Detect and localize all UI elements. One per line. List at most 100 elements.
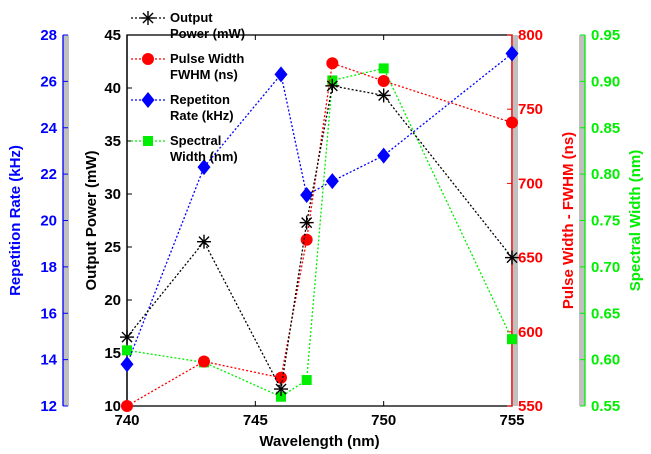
spectral-tick-label: 0.90	[591, 73, 620, 90]
power-axis-label: Output Power (mW)	[83, 151, 100, 291]
legend-label: Power (mW)	[170, 26, 245, 41]
star-stroke	[142, 12, 154, 24]
axes-layer: 740 745 750 755 Wavelength (nm) 10 15 20 25 30 35 4…	[7, 27, 644, 450]
legend-label: FWHM (ns)	[170, 67, 238, 82]
marker-diamond	[377, 147, 391, 164]
circle-mark	[300, 233, 313, 246]
square-mark	[122, 345, 132, 356]
marker-diamond	[120, 356, 134, 373]
marker-circle	[377, 75, 390, 88]
width-axis-label: Pulse Width - FWHM (ns)	[560, 132, 577, 309]
plot-frame	[126, 34, 513, 407]
legend-label: Repetiton	[170, 92, 230, 107]
rate-axis-label: Repetition Rate (kHz)	[7, 145, 24, 296]
marker-square	[378, 63, 389, 74]
spectral-tick-label: 0.60	[591, 352, 620, 369]
marker-diamond	[300, 186, 314, 203]
x-tick-label: 740	[114, 412, 139, 429]
marker-star	[141, 11, 155, 25]
spectral-axis-label: Spectral Width (nm)	[627, 150, 644, 292]
rate-tick-label: 20	[40, 213, 57, 230]
rate-tick-label: 28	[40, 27, 57, 44]
legend-label: Pulse Width	[170, 51, 244, 66]
marker-diamond	[274, 66, 288, 83]
width-tick-label: 550	[518, 398, 543, 415]
marker-star	[505, 250, 519, 265]
marker-circle	[300, 233, 313, 246]
legend-label: Spectral	[170, 133, 221, 148]
power-tick-label: 10	[104, 398, 121, 415]
marker-star	[299, 215, 314, 230]
marker-star	[376, 88, 391, 103]
width-tick-label: 800	[518, 27, 543, 44]
spectral-tick-label: 0.55	[591, 398, 620, 415]
rate-tick-label: 26	[40, 73, 57, 90]
rate-tick-label: 12	[40, 398, 57, 415]
circle-mark	[377, 75, 390, 88]
square-mark	[378, 63, 389, 74]
series-rate	[120, 45, 519, 373]
circle-mark	[198, 355, 210, 368]
x-tick-label: 750	[371, 412, 396, 429]
diamond-mark	[377, 147, 391, 164]
width-axis-band	[512, 35, 518, 406]
power-tick-label: 30	[104, 186, 121, 203]
star-stroke	[121, 331, 133, 343]
power-tick-label: 35	[104, 133, 121, 150]
marker-square	[122, 345, 132, 356]
marker-square	[301, 375, 312, 386]
series-width	[121, 57, 518, 412]
x-tick-label: 755	[499, 412, 524, 429]
star-stroke	[275, 383, 287, 395]
spectral-tick-label: 0.85	[591, 120, 620, 137]
marker-star	[274, 382, 288, 397]
marker-square	[276, 391, 286, 402]
square-mark	[143, 136, 153, 146]
legend-label: Output	[170, 10, 213, 25]
power-tick-label: 40	[104, 80, 121, 97]
star-stroke	[198, 236, 210, 248]
power-tick-label: 45	[104, 27, 121, 44]
square-mark	[507, 334, 517, 345]
marker-circle	[198, 355, 210, 368]
width-tick-label: 700	[518, 175, 543, 192]
circle-mark	[326, 57, 339, 70]
diamond-mark	[300, 186, 314, 203]
legend-label: Rate (kHz)	[170, 108, 234, 123]
square-mark	[276, 391, 286, 402]
diamond-mark	[141, 92, 155, 108]
width-tick-label: 600	[518, 324, 543, 341]
x-tick-label: 745	[243, 412, 268, 429]
series-layer	[120, 45, 519, 412]
circle-mark	[506, 116, 518, 129]
marker-diamond	[325, 173, 339, 190]
x-axis-label: Wavelength (nm)	[259, 433, 379, 450]
star-stroke	[326, 80, 338, 92]
rate-tick-label: 14	[40, 352, 57, 369]
marker-diamond	[141, 92, 155, 108]
power-tick-label: 15	[104, 345, 121, 362]
spectral-tick-label: 0.65	[591, 305, 620, 322]
rate-tick-label: 24	[40, 120, 57, 137]
marker-diamond	[505, 45, 519, 62]
star-stroke	[506, 252, 518, 264]
marker-circle	[142, 53, 154, 65]
diamond-mark	[274, 66, 288, 83]
width-tick-label: 750	[518, 101, 543, 118]
spectral-tick-label: 0.75	[591, 213, 620, 230]
rate-tick-label: 22	[40, 166, 57, 183]
marker-star	[325, 78, 340, 93]
marker-circle	[326, 57, 339, 70]
star-stroke	[301, 217, 313, 229]
marker-diamond	[197, 159, 211, 176]
marker-square	[507, 334, 517, 345]
power-tick-label: 25	[104, 239, 121, 256]
spectral-tick-label: 0.95	[591, 27, 620, 44]
diamond-mark	[505, 45, 519, 62]
marker-square	[143, 136, 153, 146]
